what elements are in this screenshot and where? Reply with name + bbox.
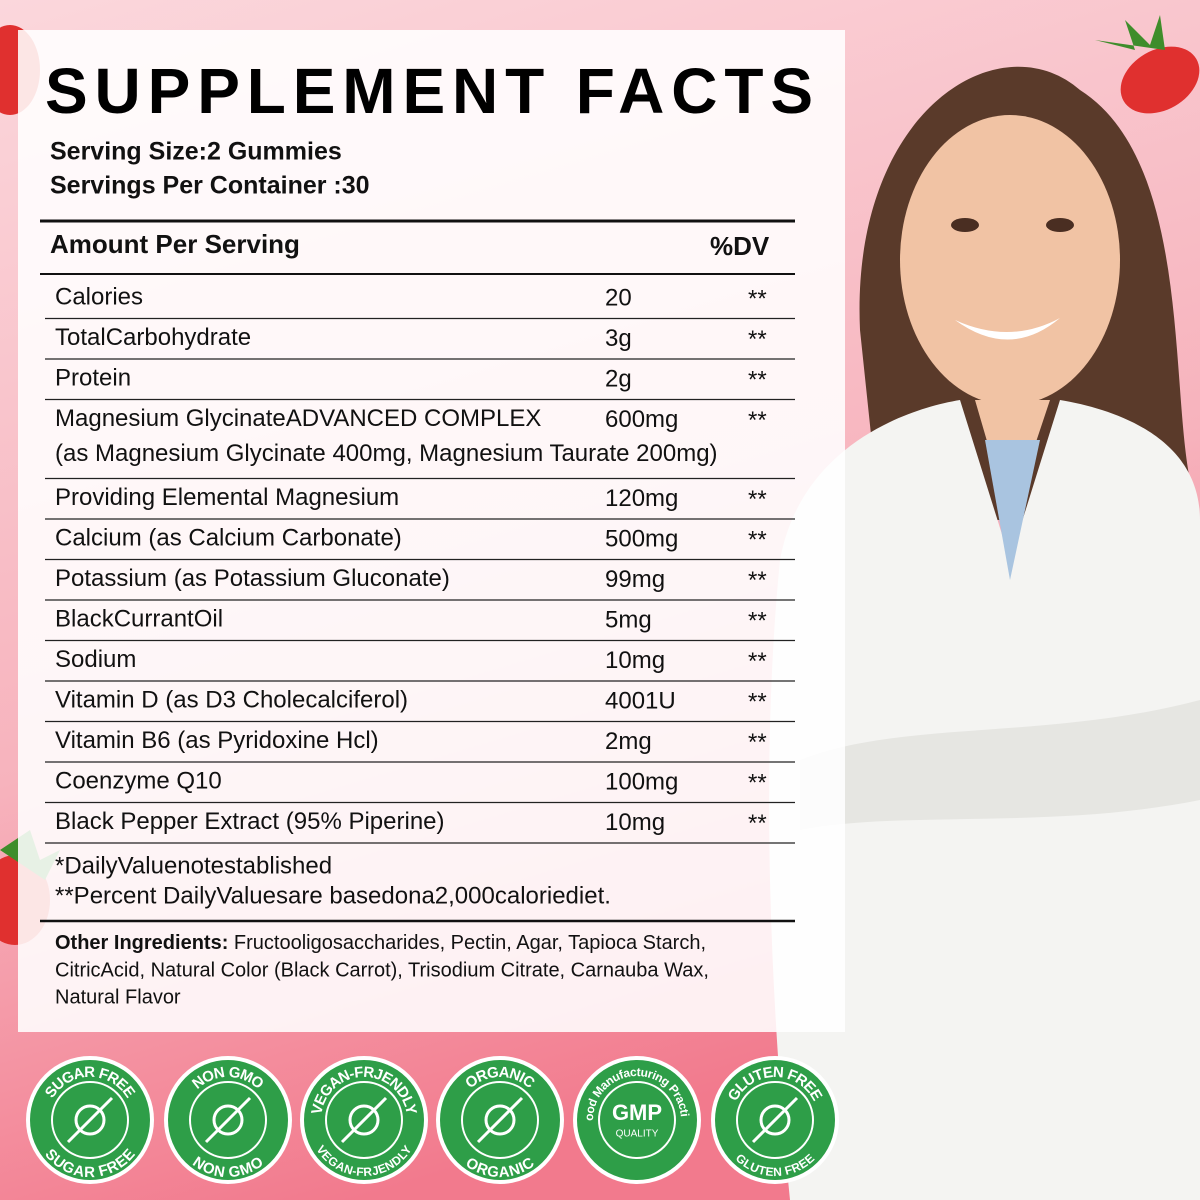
badge-inner xyxy=(325,1081,403,1159)
person-illustration xyxy=(769,66,1200,1200)
badge-icon xyxy=(204,1096,252,1144)
badge-icon xyxy=(759,1104,791,1136)
row-name: Providing Elemental Magnesium xyxy=(55,484,399,511)
title: SUPPLEMENT FACTS xyxy=(45,55,813,127)
row-amount: 100mg xyxy=(605,768,678,795)
other-ingredients-line: Natural Flavor xyxy=(55,986,181,1008)
row-amount: 2g xyxy=(605,365,632,392)
row-name: Sodium xyxy=(55,646,136,673)
row-dv: ** xyxy=(748,648,767,675)
other-ingredients-line: CitricAcid, Natural Color (Black Carrot)… xyxy=(55,959,709,981)
row-amount: 10mg xyxy=(605,647,665,674)
badge-icon xyxy=(476,1096,524,1144)
other-ingredients-line: Fructooligosaccharides, Pectin, Agar, Ta… xyxy=(228,932,706,954)
badge-icon xyxy=(74,1104,106,1136)
row-dv: ** xyxy=(748,285,767,312)
badge-inner xyxy=(736,1081,814,1159)
row-dv: ** xyxy=(748,526,767,553)
row-name: Calories xyxy=(55,283,143,310)
row-dv: ** xyxy=(748,688,767,715)
footnote: *DailyValuenotestablished xyxy=(55,852,332,879)
row-amount: 20 xyxy=(605,284,632,311)
badge-inner xyxy=(189,1081,267,1159)
row-dv: ** xyxy=(748,607,767,634)
badge-icon xyxy=(66,1096,114,1144)
badge-sub: QUALITY xyxy=(616,1129,659,1140)
other-ingredients-label: Other Ingredients: xyxy=(55,932,228,954)
badge-icon xyxy=(348,1104,380,1136)
other-ingredients: Other Ingredients: Fructooligosaccharide… xyxy=(55,932,706,954)
row-dv: ** xyxy=(748,326,767,353)
serving-size: Serving Size:2 Gummies xyxy=(50,138,342,166)
row-dv: ** xyxy=(748,407,767,434)
row-name: Black Pepper Extract (95% Piperine) xyxy=(55,808,445,835)
row-name: Magnesium GlycinateADVANCED COMPLEX xyxy=(55,405,541,432)
badge-inner xyxy=(51,1081,129,1159)
row-amount: 99mg xyxy=(605,566,665,593)
row-amount: 4001U xyxy=(605,687,676,714)
amount-header: Amount Per Serving xyxy=(50,229,300,259)
row-amount: 500mg xyxy=(605,525,678,552)
badge-center: GMP xyxy=(612,1100,662,1125)
badge-icon xyxy=(212,1104,244,1136)
row-dv: ** xyxy=(748,769,767,796)
row-name: TotalCarbohydrate xyxy=(55,324,251,351)
servings-per-container: Servings Per Container :30 xyxy=(50,172,370,200)
row-name: Potassium (as Potassium Gluconate) xyxy=(55,565,450,592)
badge-inner xyxy=(598,1081,676,1159)
row-name: Coenzyme Q10 xyxy=(55,767,222,794)
row-amount: 120mg xyxy=(605,485,678,512)
row-amount: 3g xyxy=(605,325,632,352)
row-dv: ** xyxy=(748,366,767,393)
row-amount: 600mg xyxy=(605,406,678,433)
facts-panel xyxy=(18,30,845,1032)
row-amount: 5mg xyxy=(605,606,652,633)
row-dv: ** xyxy=(748,486,767,513)
footnote: **Percent DailyValuesare basedona2,000ca… xyxy=(55,882,611,909)
row-amount: 10mg xyxy=(605,809,665,836)
badge-ring xyxy=(577,1060,697,1180)
row-detail: (as Magnesium Glycinate 400mg, Magnesium… xyxy=(55,440,718,467)
row-name: Calcium (as Calcium Carbonate) xyxy=(55,524,402,551)
badge-icon xyxy=(751,1096,799,1144)
row-dv: ** xyxy=(748,729,767,756)
dv-header: %DV xyxy=(710,231,770,261)
row-name: Protein xyxy=(55,364,131,391)
row-name: BlackCurrantOil xyxy=(55,605,223,632)
row-amount: 2mg xyxy=(605,728,652,755)
row-name: Vitamin B6 (as Pyridoxine Hcl) xyxy=(55,727,379,754)
badge-icon xyxy=(484,1104,516,1136)
row-name: Vitamin D (as D3 Cholecalciferol) xyxy=(55,686,408,713)
badge-icon xyxy=(340,1096,388,1144)
row-dv: ** xyxy=(748,567,767,594)
badge-inner xyxy=(461,1081,539,1159)
row-dv: ** xyxy=(748,810,767,837)
